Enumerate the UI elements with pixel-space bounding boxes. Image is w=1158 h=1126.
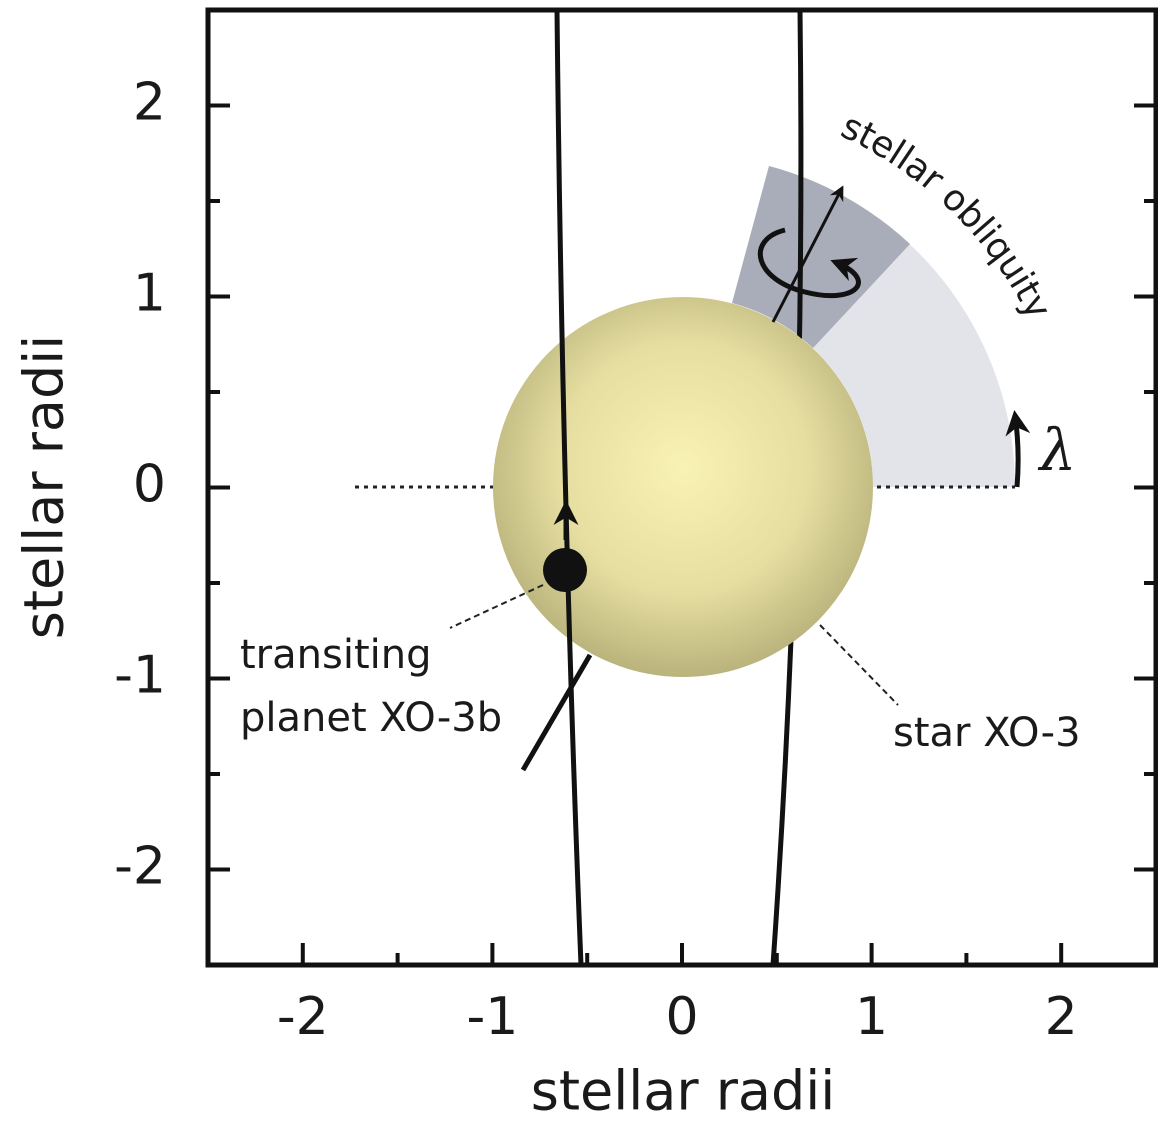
y-axis-label: stellar radii: [13, 335, 76, 640]
x-axis-label: stellar radii: [531, 1060, 836, 1123]
y-tick-label: 2: [133, 73, 166, 133]
star: [493, 297, 873, 677]
leader-line: [450, 585, 543, 628]
x-tick-label: -1: [466, 987, 518, 1047]
y-tick-label: -2: [114, 837, 166, 897]
x-tick-label: -2: [277, 987, 329, 1047]
orbit-line: [523, 655, 590, 770]
lambda-arrow: [1015, 415, 1018, 487]
planet-label: planet XO-3b: [240, 695, 502, 741]
y-tick-label: -1: [114, 646, 166, 706]
leader-line: [820, 625, 898, 705]
planet: [543, 548, 587, 592]
x-tick-label: 2: [1045, 987, 1078, 1047]
planet-label: transiting: [240, 632, 431, 678]
lambda-label: λ: [1038, 416, 1077, 484]
y-tick-label: 0: [133, 455, 166, 515]
chart: stellar radii stellar radii stellar obli…: [0, 0, 1158, 1126]
star-label: star XO-3: [893, 710, 1081, 756]
y-tick-label: 1: [133, 264, 166, 324]
x-tick-label: 1: [855, 987, 888, 1047]
x-tick-label: 0: [665, 987, 698, 1047]
